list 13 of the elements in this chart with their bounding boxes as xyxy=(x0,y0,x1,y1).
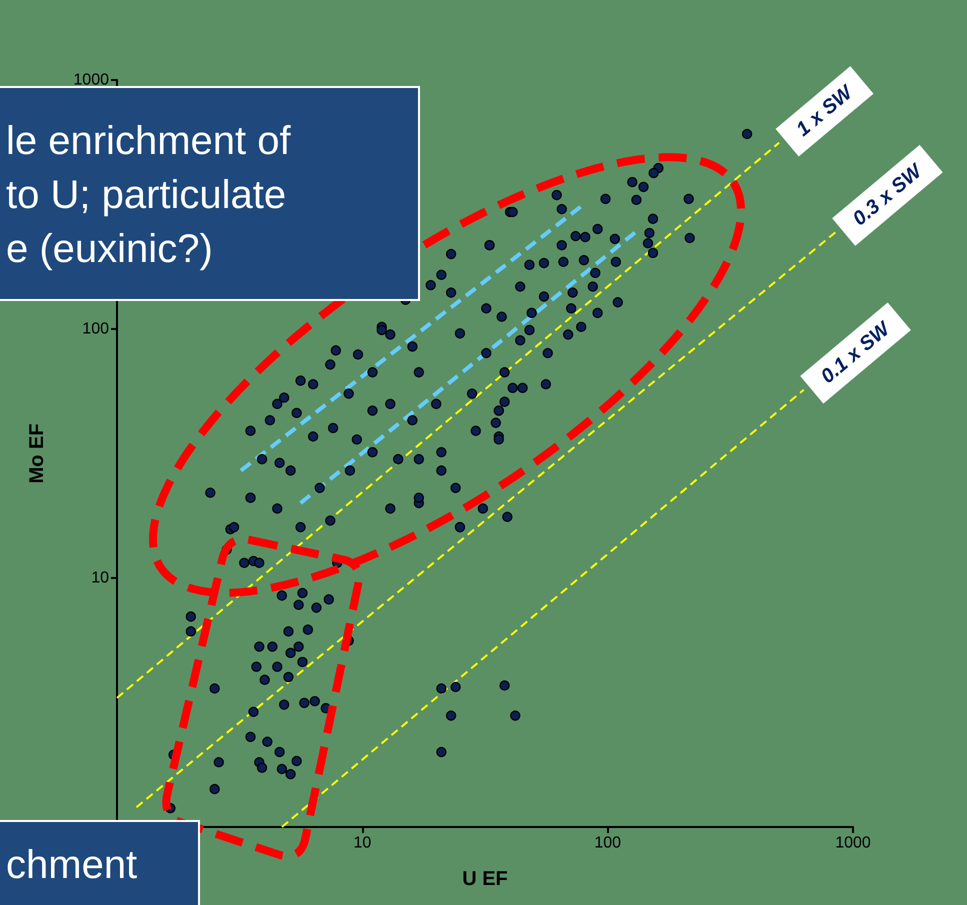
y-tick-label: 10 xyxy=(91,570,110,586)
x-tick-label: 100 xyxy=(594,834,622,852)
text: 0.1 x SW xyxy=(816,316,896,388)
x-tick-label: 1000 xyxy=(835,834,871,852)
y-axis-title: Mo EF xyxy=(26,424,48,484)
text: 0.3 x SW xyxy=(848,159,928,230)
text-box: le enrichment of to U; particulate e (euxinic?) xyxy=(0,86,420,301)
y-tick-label: 1000 xyxy=(73,72,110,88)
text-box: chment xyxy=(0,820,200,905)
x-tick-label: 10 xyxy=(353,834,372,852)
text: 1 x SW xyxy=(792,80,858,141)
x-axis-title: U EF xyxy=(462,868,508,890)
y-tick-label: 100 xyxy=(82,320,110,338)
